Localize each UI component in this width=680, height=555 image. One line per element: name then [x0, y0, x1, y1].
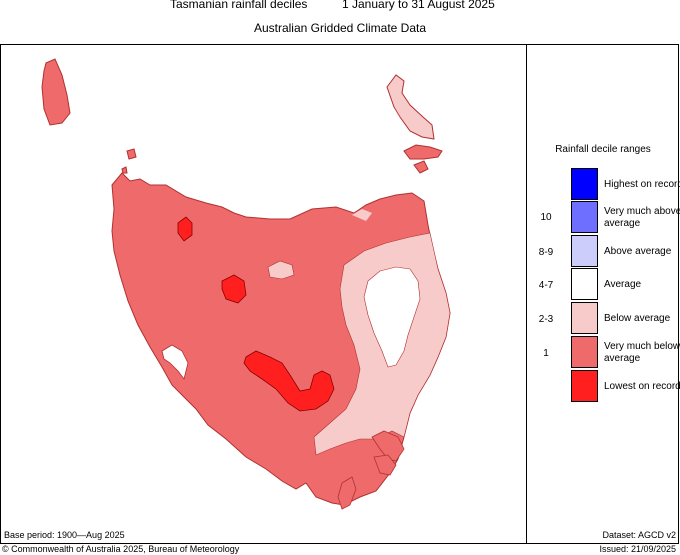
tasmania-map [41, 58, 451, 510]
legend-swatch [571, 168, 598, 200]
copyright: © Commonwealth of Australia 2025, Bureau… [2, 544, 240, 554]
legend-range: 8-9 [538, 247, 554, 258]
legend-swatch [571, 370, 598, 402]
legend-item-average: Average [571, 268, 676, 302]
southeast-peninsula [371, 430, 405, 462]
dataset-label: Dataset: AGCD v2 [602, 530, 676, 540]
bruny-island [337, 476, 357, 510]
legend-item-below: Below average [571, 302, 676, 336]
lowest-patch-central [221, 274, 247, 304]
legend-divider [526, 44, 527, 544]
legend-swatch [571, 235, 598, 267]
cape-barren-island [403, 144, 443, 160]
macquarie-harbour [161, 344, 189, 380]
base-period: Base period: 1900—Aug 2025 [4, 530, 125, 540]
legend-range: 4-7 [538, 280, 554, 291]
legend-item-lowest: Lowest on record [571, 370, 680, 404]
legend-swatch [571, 302, 598, 334]
bass-islet-1 [126, 148, 137, 160]
legend-range: 1 [543, 348, 549, 359]
issued-date: Issued: 21/09/2025 [599, 544, 676, 554]
legend-item-above: Above average [571, 235, 676, 269]
king-island [41, 58, 71, 126]
legend-label: Highest on record [604, 179, 680, 190]
legend-title: Rainfall decile ranges [555, 144, 651, 155]
map-period: 1 January to 31 August 2025 [342, 0, 495, 11]
east-average-region [363, 266, 421, 368]
lowest-patch-southcentral [243, 350, 335, 412]
legend-swatch [571, 201, 598, 233]
clarke-island [413, 160, 429, 174]
lowest-patch-northwest [177, 216, 193, 242]
legend-label: Very much above average [604, 206, 680, 229]
map-subtitle: Australian Gridded Climate Data [253, 21, 427, 35]
bass-islet-2 [121, 166, 128, 174]
legend-label: Lowest on record [604, 381, 680, 392]
flinders-island [386, 74, 435, 140]
legend-item-very-much-above: Very much above average [571, 201, 680, 235]
map-frame [0, 44, 679, 544]
legend-swatch [571, 336, 598, 368]
legend-label: Below average [604, 313, 671, 324]
legend-label: Very much below average [604, 341, 680, 364]
legend-label: Average [604, 279, 642, 290]
map-title: Tasmanian rainfall deciles [170, 0, 308, 11]
legend-item-very-much-below: Very much below average [571, 336, 680, 370]
legend-swatch [571, 268, 598, 300]
tasman-peninsula [373, 454, 397, 476]
legend-range: 2-3 [538, 314, 554, 325]
legend-item-highest: Highest on record [571, 168, 680, 202]
legend-label: Above average [604, 246, 672, 257]
northeast-below-patch [352, 209, 372, 221]
central-below-average-patch [267, 260, 295, 280]
legend-range: 10 [540, 212, 552, 223]
